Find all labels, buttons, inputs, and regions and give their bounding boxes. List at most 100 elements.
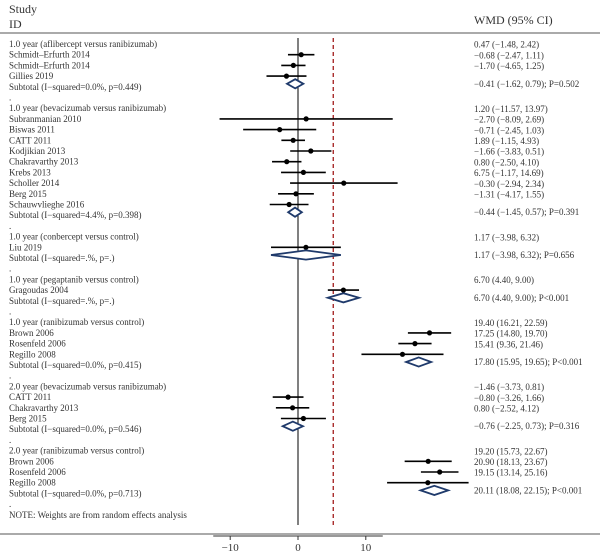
point-estimate [303, 116, 309, 122]
effect-label: −0.30 (−2.94, 2.34) [474, 179, 544, 189]
study-label: Kodjikian 2013 [9, 146, 66, 156]
point-estimate [340, 287, 347, 293]
effect-label: −0.71 (−2.45, 1.03) [474, 125, 544, 135]
point-estimate [290, 62, 296, 68]
study-label: Regillo 2008 [9, 478, 56, 488]
study-label: Liu 2019 [9, 242, 42, 252]
point-estimate [298, 52, 304, 58]
subtotal-label: Subtotal (I−squared=.%, p=.) [9, 296, 114, 306]
subtotal-label: Subtotal (I−squared=0.0%, p=0.713) [9, 488, 141, 498]
study-label: Scholler 2014 [9, 178, 60, 188]
spacer-label: . [9, 435, 11, 445]
effect-label: −1.70 (−4.65, 1.25) [474, 61, 544, 71]
effect-label: 1.17 (−3.98, 6.32); P=0.656 [474, 250, 575, 260]
subtotal-label: Subtotal (I−squared=0.0%, p=0.546) [9, 424, 141, 434]
group-label: 1.0 year (pegaptanib versus control) [9, 274, 139, 284]
note-label: NOTE: Weights are from random effects an… [9, 510, 187, 520]
header-id: ID [9, 17, 22, 31]
study-label: CATT 2011 [9, 392, 51, 402]
effect-label: 6.70 (4.40, 9.00); P<0.001 [474, 293, 569, 303]
study-label: Brown 2006 [9, 328, 54, 338]
point-estimate [425, 480, 431, 486]
subtotal-label: Subtotal (I−squared=0.0%, p=0.449) [9, 82, 141, 92]
study-label: Chakravarthy 2013 [9, 403, 79, 413]
group-label: 1.0 year (aflibercept versus ranibizumab… [9, 39, 157, 49]
subtotal-diamond [270, 249, 341, 261]
subtotal-label: Subtotal (I−squared=4.4%, p=0.398) [9, 210, 141, 220]
study-label: Regillo 2008 [9, 349, 56, 359]
point-estimate [290, 137, 296, 143]
effect-label: −1.46 (−3.73, 0.81) [474, 382, 544, 392]
effect-label: 1.17 (−3.98, 6.32) [474, 232, 539, 242]
study-label: Schauwvlieghe 2016 [9, 200, 85, 210]
point-estimate [426, 330, 433, 336]
study-label: Gragoudas 2004 [9, 285, 69, 295]
x-axis: −10 0 10 [213, 535, 383, 554]
subtotal-diamond [417, 484, 452, 496]
point-estimate [277, 127, 283, 133]
subtotal-diamond [280, 420, 306, 432]
effect-label: −0.44 (−1.45, 0.57); P=0.391 [474, 207, 579, 217]
point-estimate [286, 201, 292, 208]
study-label: Rosenfeld 2006 [9, 467, 66, 477]
effect-label: −0.76 (−2.25, 0.73); P=0.316 [474, 421, 580, 431]
point-estimate [293, 191, 299, 197]
point-estimate [437, 469, 443, 475]
effect-label: 17.80 (15.95, 19.65); P<0.001 [474, 357, 583, 367]
study-label: Schmidt–Erfurth 2014 [9, 50, 90, 60]
rows-layer: 1.0 year (aflibercept versus ranibizumab… [9, 38, 583, 525]
point-estimate [341, 180, 347, 186]
effect-label: 19.40 (16.21, 22.59) [474, 318, 548, 328]
point-estimate [285, 394, 291, 400]
effect-label: 6.70 (4.40, 9.00) [474, 275, 534, 285]
point-estimate [284, 159, 290, 165]
effect-label: −2.70 (−8.09, 2.69) [474, 115, 544, 125]
study-label: Gillies 2019 [9, 71, 54, 81]
effect-label: 6.75 (−1.17, 14.69) [474, 168, 544, 178]
study-label: Chakravarthy 2013 [9, 157, 79, 167]
effect-label: 20.11 (18.08, 22.15); P<0.001 [474, 485, 582, 495]
spacer-label: . [9, 264, 11, 274]
header-study: Study [9, 2, 37, 16]
group-label: 1.0 year (conbercept versus control) [9, 232, 139, 242]
x-tick-label: 10 [360, 542, 372, 554]
effect-label: −1.66 (−3.83, 0.51) [474, 147, 544, 157]
effect-label: 1.20 (−11.57, 13.97) [474, 104, 548, 114]
point-estimate [412, 341, 418, 347]
effect-label: 20.90 (18.13, 23.67) [474, 457, 548, 467]
effect-label: 0.47 (−1.48, 2.42) [474, 40, 539, 50]
spacer-label: . [9, 307, 11, 317]
effect-label: 19.20 (15.73, 22.67) [474, 446, 548, 456]
effect-label: 19.15 (13.14, 25.16) [474, 468, 548, 478]
subtotal-diamond [286, 206, 304, 218]
point-estimate [303, 244, 309, 250]
group-label: 1.0 year (ranibizumab versus control) [9, 317, 144, 327]
study-label: Krebs 2013 [9, 167, 51, 177]
spacer-label: . [9, 371, 11, 381]
point-estimate [425, 458, 431, 464]
header-effect: WMD (95% CI) [474, 13, 553, 27]
effect-label: −0.41 (−1.62, 0.79); P=0.502 [474, 79, 579, 89]
group-label: 2.0 year (ranibizumab versus control) [9, 446, 144, 456]
study-label: Biswas 2011 [9, 125, 55, 135]
study-label: Rosenfeld 2006 [9, 339, 66, 349]
subtotal-diamond [403, 356, 434, 368]
effect-label: −0.68 (−2.47, 1.11) [474, 50, 544, 60]
spacer-label: . [9, 93, 11, 103]
effect-label: −1.31 (−4.17, 1.55) [474, 190, 544, 200]
x-tick-label: −10 [222, 542, 240, 554]
study-label: Brown 2006 [9, 456, 54, 466]
subtotal-diamond [285, 78, 306, 90]
group-label: 2.0 year (bevacizumab versus ranibizumab… [9, 381, 166, 391]
study-label: Berg 2015 [9, 414, 47, 424]
point-estimate [300, 415, 307, 422]
point-estimate [300, 169, 307, 175]
effect-label: 1.89 (−1.15, 4.93) [474, 136, 539, 146]
point-estimate [289, 405, 296, 411]
spacer-label: . [9, 221, 11, 231]
subtotal-diamond [324, 292, 363, 304]
study-label: Berg 2015 [9, 189, 47, 199]
effect-label: 0.80 (−2.52, 4.12) [474, 404, 539, 414]
study-label: Schmidt–Erfurth 2014 [9, 60, 90, 70]
